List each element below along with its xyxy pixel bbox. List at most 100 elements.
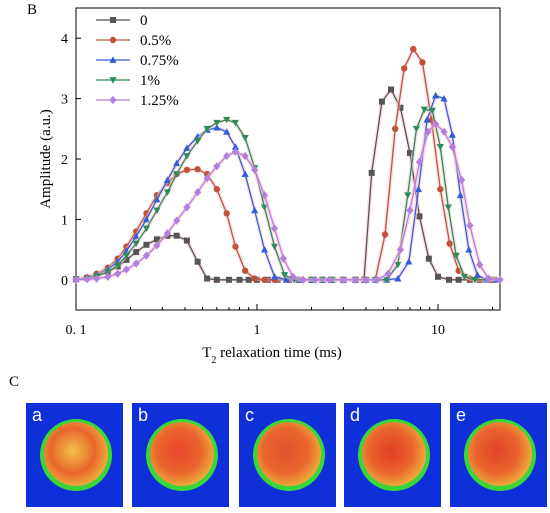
data-point	[122, 252, 131, 260]
data-point	[391, 125, 399, 132]
data-point	[173, 216, 181, 225]
data-point	[183, 153, 191, 160]
data-point	[194, 188, 202, 197]
data-point	[142, 215, 151, 223]
data-point	[362, 275, 370, 284]
mri-image-label: d	[350, 405, 361, 425]
data-point	[194, 166, 201, 173]
data-point	[406, 206, 414, 215]
data-point	[325, 275, 333, 284]
data-point	[299, 275, 307, 284]
sample-disk-core	[150, 422, 214, 486]
data-point	[260, 246, 269, 253]
sample-disk-core	[362, 422, 426, 486]
x-tick-label: 0. 1	[66, 323, 87, 338]
data-point	[400, 65, 408, 72]
legend-marker	[109, 95, 117, 105]
data-point	[163, 189, 172, 196]
data-point	[173, 232, 180, 239]
data-point	[414, 185, 423, 193]
data-point	[458, 176, 466, 185]
y-tick-label: 4	[61, 32, 68, 47]
mri-image-b: b	[132, 403, 229, 507]
y-tick-label: 3	[61, 93, 68, 108]
data-point	[282, 276, 290, 283]
data-point	[72, 275, 80, 284]
data-point	[183, 144, 191, 152]
data-point	[460, 273, 469, 281]
data-point	[133, 249, 140, 256]
data-point	[223, 151, 231, 161]
y-tick-label: 1	[61, 213, 68, 228]
data-point	[142, 225, 151, 233]
data-point	[423, 116, 431, 123]
data-point	[446, 276, 453, 283]
data-point	[183, 166, 191, 174]
panel-label-c: C	[9, 374, 20, 390]
mri-image-d: d	[344, 403, 441, 507]
data-point	[339, 275, 347, 284]
data-point	[241, 170, 249, 177]
sample-disk-core	[468, 422, 532, 486]
data-point	[388, 86, 395, 93]
data-point	[432, 119, 440, 129]
data-point	[251, 275, 258, 282]
data-point	[241, 267, 249, 274]
data-point	[289, 272, 297, 281]
data-point	[270, 273, 279, 280]
data-point	[132, 240, 140, 248]
data-point	[415, 157, 424, 167]
data-point	[404, 192, 412, 199]
data-point	[122, 265, 131, 274]
data-point	[378, 98, 385, 105]
data-point	[416, 213, 423, 220]
legend-label: 1.25%	[140, 93, 179, 109]
data-point	[440, 95, 448, 102]
mri-image-e: e	[450, 403, 547, 507]
mri-image-label: c	[245, 405, 254, 425]
sample-disk-core	[44, 422, 108, 486]
data-point	[270, 224, 279, 233]
legend-marker	[109, 56, 117, 63]
y-tick-label: 2	[61, 153, 68, 168]
data-point	[153, 195, 161, 203]
data-point	[223, 128, 231, 135]
data-point	[236, 276, 243, 283]
data-point	[173, 159, 181, 167]
data-point	[448, 142, 456, 152]
data-point	[383, 276, 391, 284]
data-point	[405, 258, 413, 265]
data-point	[203, 125, 211, 133]
data-point	[231, 143, 240, 150]
data-point	[448, 131, 456, 138]
data-point	[213, 162, 221, 171]
data-point	[465, 246, 473, 253]
data-point	[396, 245, 405, 254]
data-point	[163, 229, 172, 238]
data-point	[93, 274, 101, 283]
data-point	[153, 236, 160, 243]
data-point	[153, 241, 161, 250]
data-point	[143, 241, 150, 248]
legend-label: 0.5%	[140, 33, 171, 49]
data-point	[223, 116, 231, 124]
data-point	[466, 221, 474, 230]
data-point	[368, 169, 375, 176]
data-point	[183, 237, 190, 244]
data-point	[424, 127, 432, 136]
data-point	[231, 119, 240, 127]
data-point	[406, 149, 413, 156]
data-point	[456, 191, 465, 199]
legend-marker	[109, 36, 117, 44]
data-point	[432, 91, 440, 99]
data-point	[204, 275, 211, 282]
mri-image-strip: a b c d e	[26, 403, 547, 511]
mri-image-c: c	[239, 403, 336, 507]
data-point	[452, 252, 460, 260]
data-point	[410, 45, 417, 53]
data-point	[455, 276, 462, 283]
data-point	[384, 269, 392, 278]
data-point	[381, 231, 389, 238]
data-point	[173, 171, 181, 178]
data-point	[373, 275, 381, 284]
